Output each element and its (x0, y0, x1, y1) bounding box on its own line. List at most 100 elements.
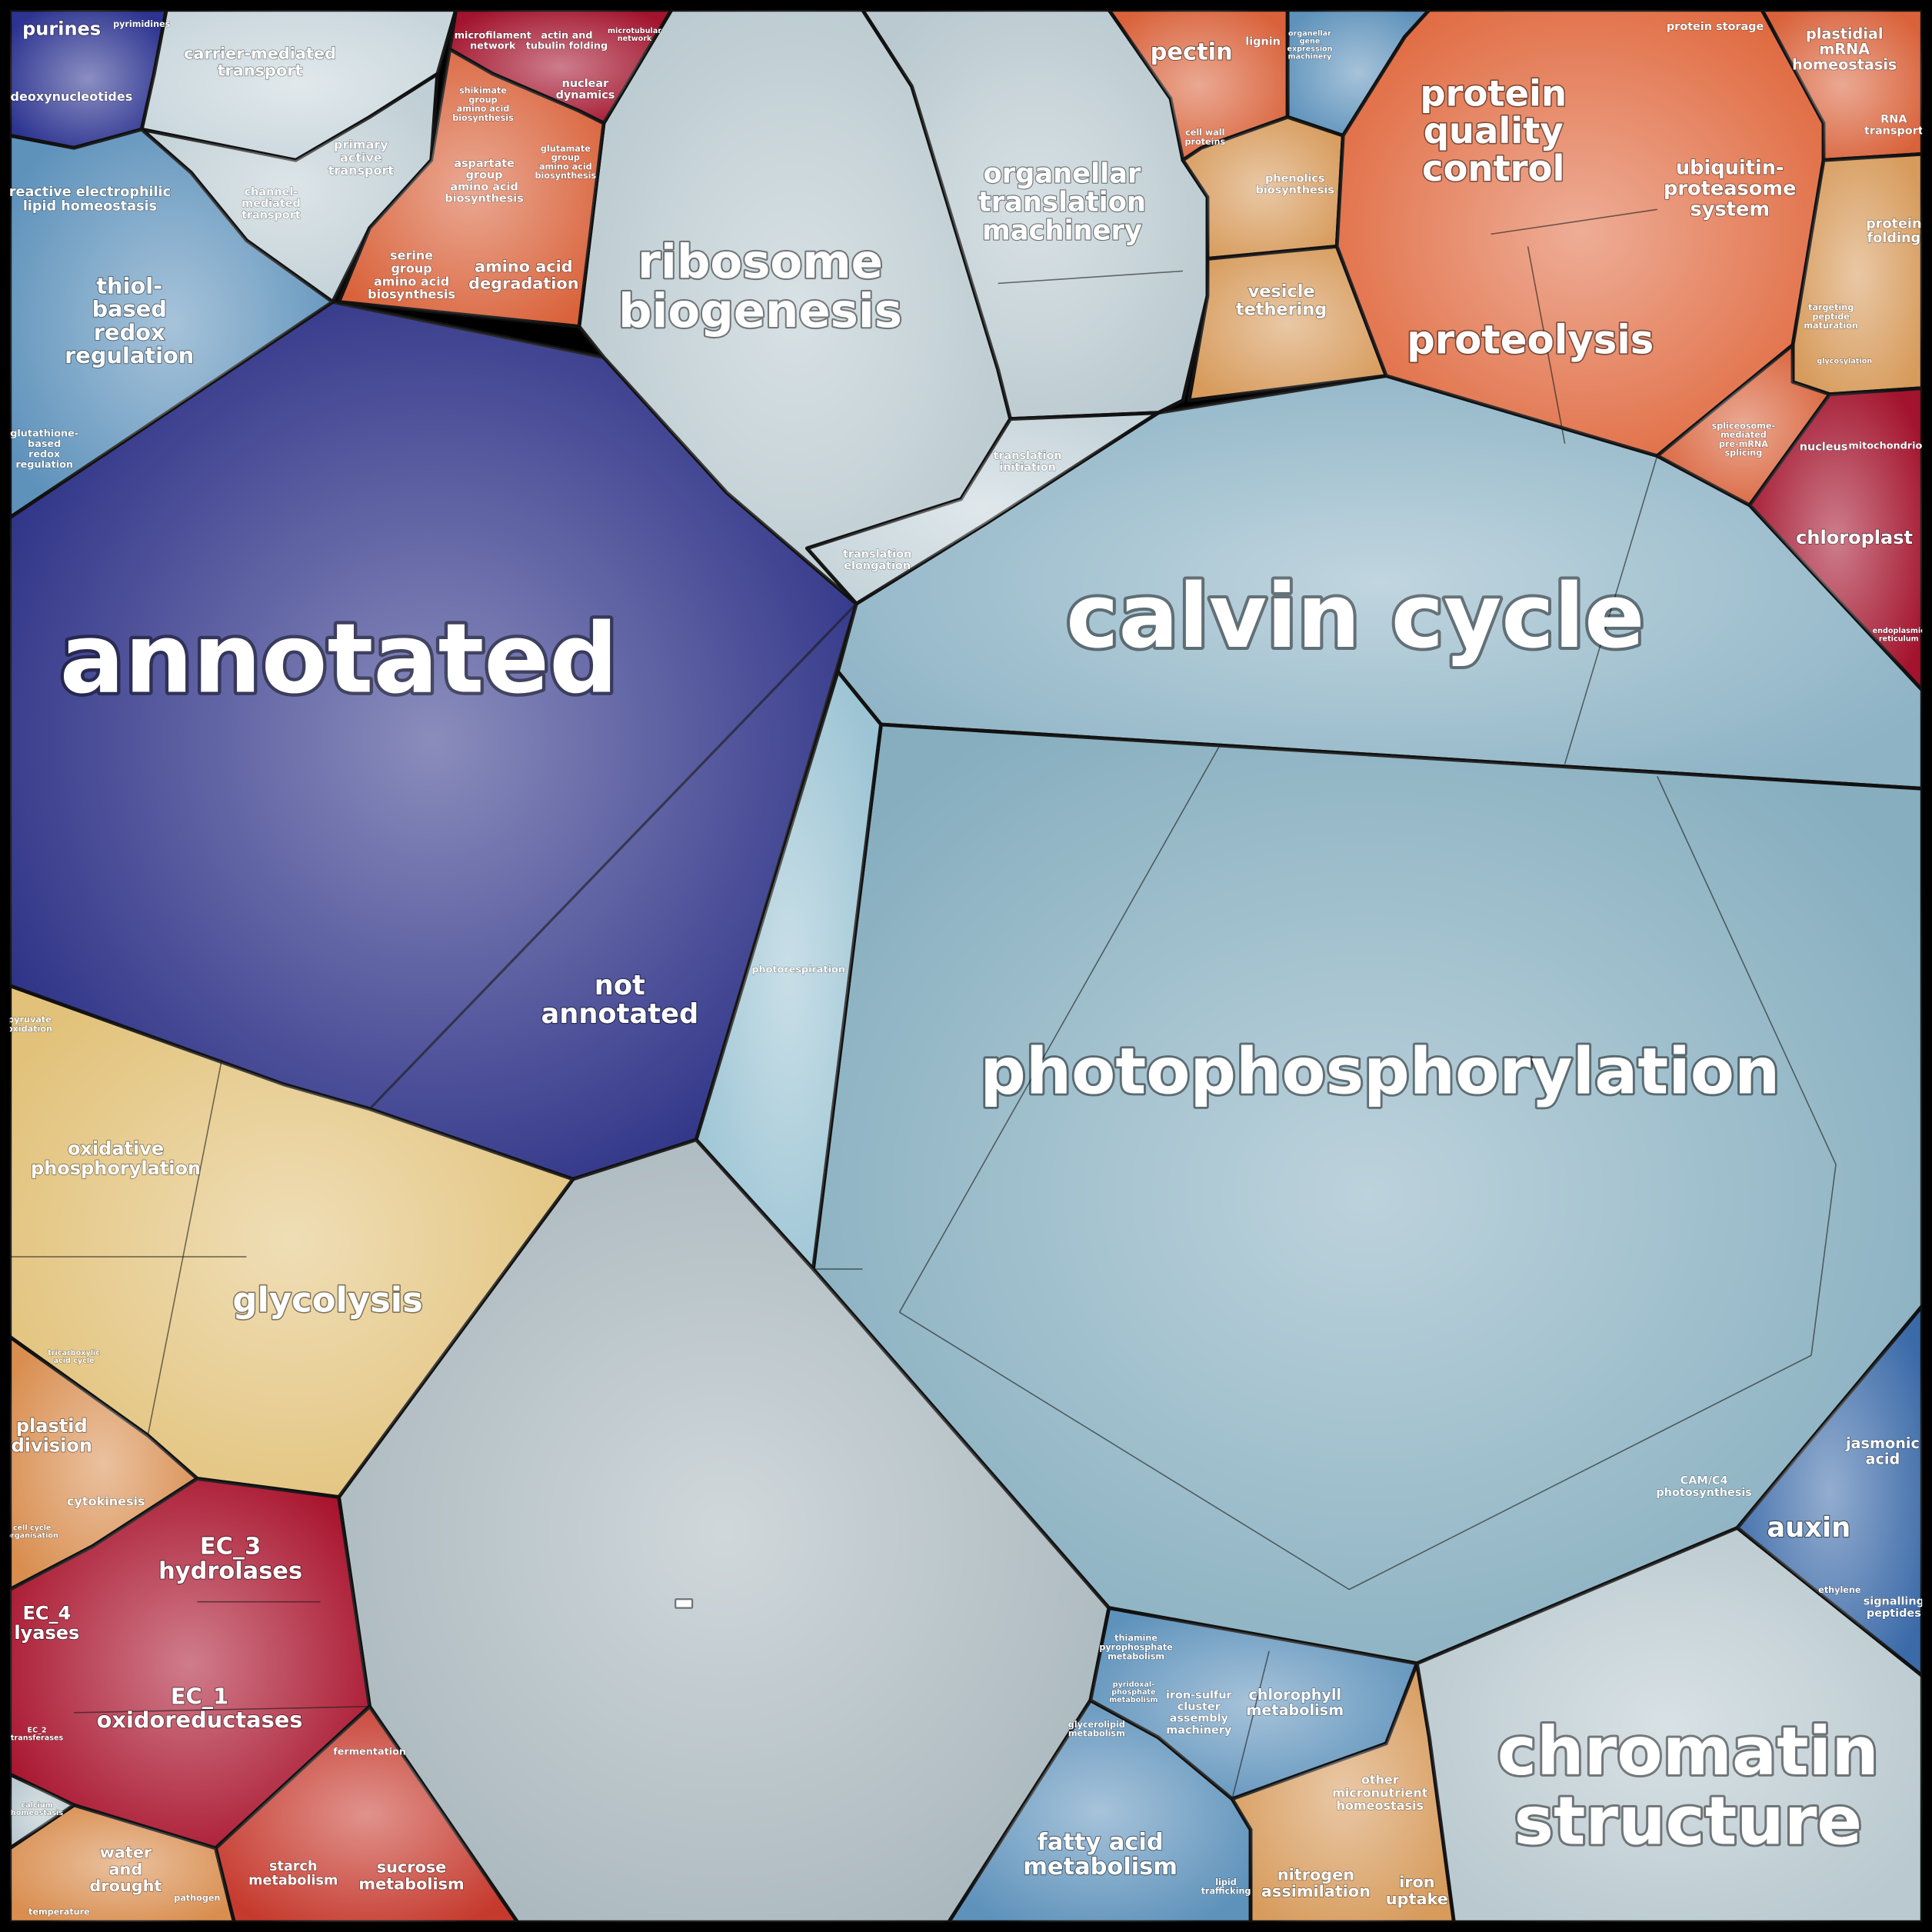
cell-label: chlorophyll (1248, 1686, 1341, 1704)
cell-label: photophosphorylation (980, 1034, 1780, 1109)
cell-label: group (391, 261, 431, 276)
cell-label: nuclear (562, 78, 609, 90)
cell-shine (9, 1478, 370, 1849)
sub-boundary (368, 602, 858, 1110)
cell-label: tubulin folding (526, 40, 608, 52)
cell-shine (1182, 117, 1344, 259)
cell-label: peptide (1812, 311, 1850, 321)
cell-label: glycolysis (232, 1279, 422, 1320)
cell-shine (9, 1804, 235, 1923)
cell-label: acid (1866, 1450, 1900, 1467)
cell-label: based (28, 438, 61, 450)
cell-label: folding (1867, 231, 1921, 246)
cell-label: carrier-mediated (184, 44, 336, 62)
sub-boundary (1810, 1164, 1837, 1356)
cell-label: pyridoxal- (1113, 1681, 1155, 1689)
cell-shine (1090, 1607, 1417, 1799)
cell-label: maturation (1804, 321, 1858, 331)
cell-label: metabolism (1023, 1854, 1178, 1880)
cell-label: mediated (242, 198, 301, 210)
cell-label: trafficking (1201, 1887, 1251, 1897)
cell-label: homeostasis (11, 1809, 63, 1817)
cell-label: structure (1514, 1784, 1862, 1860)
cell-label: biosynthesis (445, 192, 523, 205)
cell-label: gene (1300, 37, 1321, 45)
cell-label: glutamate (541, 144, 591, 154)
cell-label: glutathione- (10, 428, 78, 439)
cell-label: targeting (1808, 303, 1854, 313)
cell-label: shikimate (459, 86, 507, 96)
cells (8, 8, 1924, 1924)
cell-label: photorespiration (751, 964, 844, 975)
cell-label: group (466, 169, 503, 182)
cell-label: iron (1399, 1873, 1435, 1891)
cell-label: transport (218, 61, 303, 79)
cell-label: EC_1 (171, 1684, 228, 1710)
cell-label: biogenesis (618, 284, 902, 338)
cell-label: expression (1287, 45, 1332, 53)
cell-label: ethylene (1818, 1585, 1861, 1595)
cell-label: machinery (1166, 1724, 1232, 1737)
cell-label: oxidation (7, 1024, 52, 1034)
cell-label: proteolysis (1407, 317, 1654, 363)
cell-label: glycerolipid (1068, 1720, 1125, 1730)
sub-boundary (898, 744, 1221, 1313)
cell-shine (807, 412, 1158, 604)
cell-label: group (468, 95, 497, 105)
cell-label: protein (1866, 217, 1921, 232)
cell-label: metabolism (1108, 1651, 1164, 1661)
cell-label: metabolism (248, 1874, 338, 1889)
cell-label: machinery (982, 215, 1142, 247)
cell-label: pyrimidines (113, 19, 171, 29)
cell-shine (338, 1139, 1109, 1923)
cell-label: vesicle (1248, 281, 1315, 301)
cell-label: splicing (1724, 448, 1762, 458)
cell-label: machinery (1288, 53, 1332, 62)
cell-label: protein storage (1667, 21, 1764, 33)
cell-label: drought (89, 1877, 162, 1895)
cell-shine (1792, 154, 1923, 395)
cell-label: serine (390, 248, 433, 263)
cell-label: amino acid (539, 162, 592, 172)
cell-label: network (470, 40, 516, 52)
cell-label: metabolism (1068, 1729, 1125, 1739)
cell-label: biosynthesis (452, 113, 514, 123)
cell-label: oxidative (68, 1138, 164, 1160)
cell-label: deoxynucleotides (11, 89, 133, 104)
cell-label: amino acid (374, 274, 449, 288)
cell-label: mRNA (1819, 41, 1870, 58)
cell-label: primary (334, 138, 388, 152)
cell-label: biosynthesis (535, 171, 597, 181)
cell-label: metabolism (1246, 1701, 1344, 1719)
cell-label: EC_4 (23, 1603, 72, 1624)
cell-shine (9, 301, 857, 1180)
cell-label: transport (1864, 125, 1924, 138)
cell-label: spliceosome- (1712, 421, 1776, 431)
cell-label: tricarboxylic (48, 1349, 100, 1357)
cell-label: organellar (984, 158, 1141, 189)
cell-label: transport (242, 209, 301, 222)
cell-label: translation (978, 186, 1146, 218)
cell-shine (142, 74, 438, 302)
cell-label: metabolism (358, 1875, 464, 1894)
cell-label: glycosylation (1817, 357, 1872, 365)
cell-shine (1232, 1663, 1454, 1923)
cell-label: proteasome (1664, 177, 1796, 200)
cell-label: translation (994, 450, 1062, 462)
cell-label: ribosome (638, 235, 883, 289)
cell-label: mitochondrion (1848, 440, 1929, 451)
sub-boundary (1231, 1651, 1270, 1800)
cell-label: initiation (999, 461, 1056, 474)
cell-label: jasmonic (1845, 1434, 1920, 1452)
cell-label: assembly (1170, 1713, 1229, 1725)
cell-label: proteins (1184, 137, 1225, 147)
cell-shine (813, 724, 1923, 1664)
cell-label: redox (28, 448, 61, 460)
cell-label: thiol- (96, 272, 162, 298)
cell-shine (1761, 9, 1923, 161)
cell-label: homeostasis (1792, 56, 1897, 74)
cell-label: transport (328, 163, 395, 178)
cell-label: redox (94, 319, 165, 345)
